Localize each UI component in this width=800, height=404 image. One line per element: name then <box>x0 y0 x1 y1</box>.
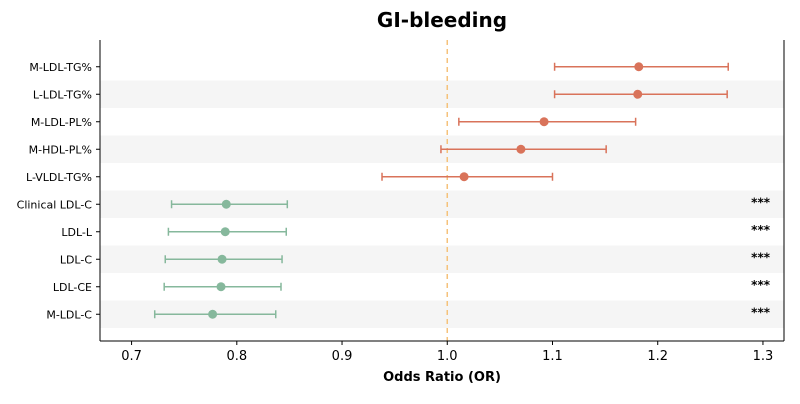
y-tick-label: L-VLDL-TG% <box>26 171 92 184</box>
x-tick-label: 0.8 <box>226 349 247 364</box>
odds-ratio-point <box>221 199 231 209</box>
y-tick-label: Clinical LDL-C <box>17 198 93 211</box>
odds-ratio-point <box>539 117 549 127</box>
y-tick-label: LDL-L <box>61 226 93 239</box>
y-tick-label: M-LDL-TG% <box>29 61 92 74</box>
significance-label: *** <box>751 195 771 209</box>
x-axis-label: Odds Ratio (OR) <box>383 370 501 385</box>
y-tick-label: L-LDL-TG% <box>33 88 92 101</box>
significance-label: *** <box>751 223 771 237</box>
odds-ratio-point <box>220 227 230 237</box>
y-tick-label: M-LDL-C <box>46 308 92 321</box>
odds-ratio-point <box>516 144 526 154</box>
x-tick-label: 0.7 <box>121 349 142 364</box>
y-tick-label: M-LDL-PL% <box>31 116 92 129</box>
x-tick-label: 1.3 <box>753 349 774 364</box>
odds-ratio-point <box>634 62 644 72</box>
y-tick-label: M-HDL-PL% <box>29 143 92 156</box>
x-tick-label: 1.1 <box>542 349 563 364</box>
significance-label: *** <box>751 250 771 264</box>
significance-label: *** <box>751 278 771 292</box>
x-tick-label: 0.9 <box>332 349 353 364</box>
odds-ratio-point <box>633 89 643 99</box>
odds-ratio-point <box>217 254 227 264</box>
significance-label: *** <box>751 305 771 319</box>
y-tick-label: LDL-CE <box>53 281 92 294</box>
x-tick-label: 1.0 <box>437 349 458 364</box>
chart-title: GI-bleeding <box>376 8 508 32</box>
odds-ratio-point <box>208 309 218 319</box>
odds-ratio-point <box>216 282 226 292</box>
odds-ratio-point <box>459 172 469 182</box>
y-tick-label: LDL-C <box>60 253 93 266</box>
x-tick-label: 1.2 <box>647 349 668 364</box>
